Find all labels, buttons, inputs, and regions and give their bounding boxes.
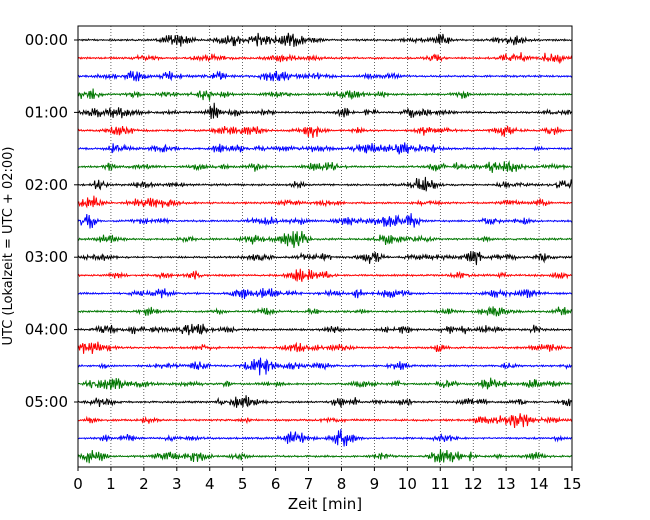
plot-frame [77, 25, 573, 468]
seismogram-trace [77, 323, 573, 336]
x-tick-label: 8 [337, 475, 347, 493]
seismogram-trace [77, 125, 573, 138]
x-tick-label: 10 [398, 475, 417, 493]
x-tick-label: 4 [205, 475, 215, 493]
seismogram-trace [77, 32, 573, 47]
x-axis-ticks: 0 1 2 3 4 5 6 7 8 9 10 11 12 13 14 15 [73, 467, 582, 493]
x-tick-label: 14 [530, 475, 549, 493]
seismogram-trace [77, 448, 573, 464]
seismogram-trace [77, 52, 573, 65]
x-tick-label: 6 [271, 475, 281, 493]
seismogram-trace [77, 70, 573, 82]
seismogram-trace [77, 230, 573, 248]
seismogram-trace [77, 377, 573, 390]
y-tick-label: 01:00 [25, 103, 68, 121]
y-tick-label: 05:00 [25, 393, 68, 411]
x-tick-label: 2 [139, 475, 149, 493]
seismogram-trace [77, 287, 573, 300]
seismogram-trace [77, 341, 573, 354]
seismogram-trace [77, 195, 573, 209]
seismogram-trace [77, 142, 573, 155]
seismogram-trace [77, 160, 573, 173]
y-tick-label: 02:00 [25, 176, 68, 194]
seismogram-trace [77, 395, 573, 408]
x-tick-label: 7 [304, 475, 314, 493]
seismogram-trace [77, 176, 573, 192]
seismogram-trace [77, 268, 573, 282]
seismogram-trace [77, 429, 573, 447]
y-tick-label: 00:00 [25, 31, 68, 49]
x-tick-label: 12 [464, 475, 483, 493]
y-axis-ticks: 00:00 01:00 02:00 03:00 04:00 05:00 [25, 31, 78, 411]
x-axis-label: Zeit [min] [288, 495, 362, 513]
grid-lines [110, 26, 540, 467]
y-tick-label: 03:00 [25, 248, 68, 266]
y-axis-label: UTC (Lokalzeit = UTC + 02:00) [1, 147, 16, 346]
seismogram-trace [77, 357, 573, 376]
x-tick-label: 15 [562, 475, 581, 493]
x-tick-label: 0 [73, 475, 83, 493]
seismogram-trace [77, 413, 573, 429]
seismogram-trace [77, 251, 573, 266]
x-tick-label: 13 [497, 475, 516, 493]
x-tick-label: 3 [172, 475, 182, 493]
seismogram-trace [77, 305, 573, 317]
x-tick-label: 1 [106, 475, 116, 493]
seismogram-traces [77, 32, 573, 464]
seismogram-trace [77, 213, 573, 229]
seismogram-trace [77, 102, 573, 119]
x-tick-label: 9 [370, 475, 380, 493]
x-tick-label: 5 [238, 475, 248, 493]
y-tick-label: 04:00 [25, 321, 68, 339]
seismogram-trace [77, 88, 573, 101]
x-tick-label: 11 [431, 475, 450, 493]
